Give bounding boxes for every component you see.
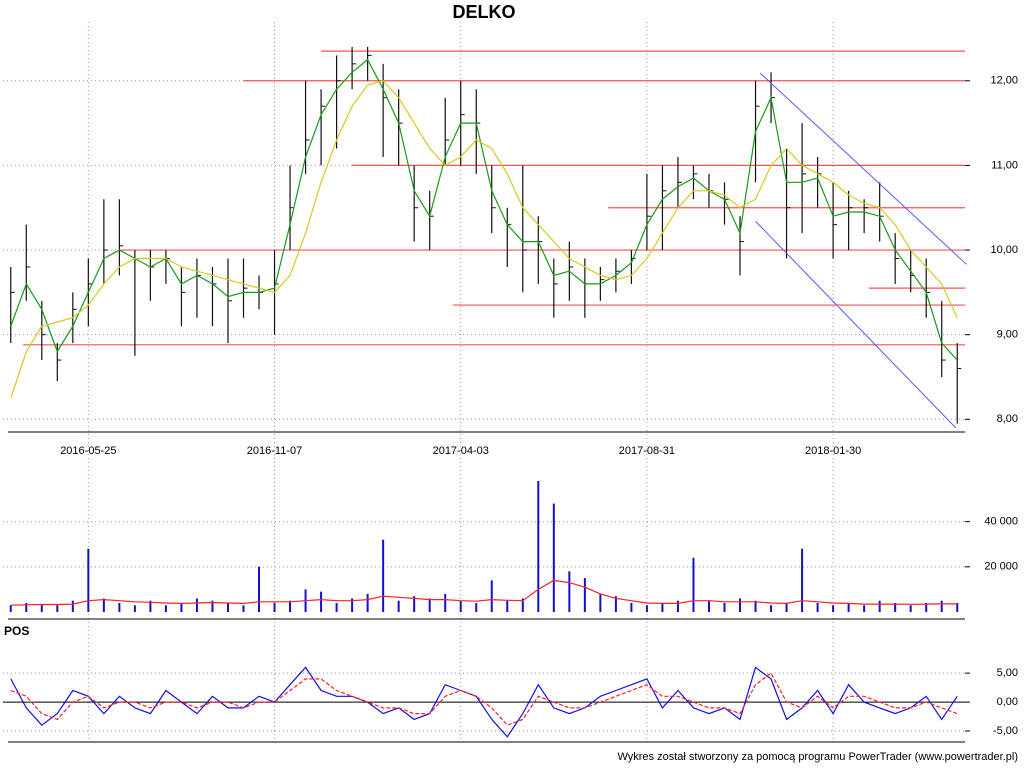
volume-bar <box>475 602 478 612</box>
indicator-line <box>10 666 958 738</box>
y-tick-label: -5,00 <box>993 725 1018 737</box>
chart-title: DELKO <box>453 2 516 22</box>
volume-bar <box>211 600 214 612</box>
volume-bar <box>816 602 819 612</box>
y-tick-label: 0,00 <box>997 696 1018 708</box>
volume-bar <box>754 600 757 612</box>
volume-bar <box>521 598 524 612</box>
volume-bar <box>40 604 43 612</box>
panel-title: POS <box>4 624 29 638</box>
volume-bar <box>335 602 338 612</box>
volume-bar <box>707 600 710 612</box>
volume-bar <box>397 600 400 612</box>
volume-bar <box>676 600 679 612</box>
volume-bar <box>56 605 59 612</box>
y-tick-label: 40 000 <box>984 516 1018 528</box>
volume-bar <box>164 605 167 612</box>
volume-bar <box>630 602 633 612</box>
volume-bar <box>180 602 183 612</box>
volume-bar <box>599 593 602 612</box>
volume-bar <box>785 602 788 612</box>
volume-bar <box>351 598 354 612</box>
indicator-line <box>10 80 958 399</box>
volume-bar <box>242 605 245 612</box>
volume-bar <box>925 602 928 612</box>
y-tick-label: 11,00 <box>991 159 1018 171</box>
trend-line <box>759 72 967 265</box>
volume-bar <box>568 571 571 612</box>
volume-bar <box>583 578 586 612</box>
volume-bar <box>258 566 261 612</box>
volume-bar <box>87 548 90 612</box>
volume-bar <box>956 602 959 612</box>
y-tick-label: 9,00 <box>997 329 1018 341</box>
volume-bar <box>661 602 664 612</box>
volume-bar <box>195 598 198 612</box>
volume-bar <box>133 605 136 612</box>
volume-bar <box>102 598 105 612</box>
volume-bar <box>149 600 152 612</box>
y-tick-label: 12,00 <box>990 75 1018 87</box>
footer: Wykres został stworzony za pomocą progra… <box>617 751 1018 763</box>
volume-bar <box>537 481 540 612</box>
volume-bar <box>366 593 369 612</box>
volume-bar <box>118 602 121 612</box>
volume-bar <box>940 600 943 612</box>
volume-bar <box>723 602 726 612</box>
volume-bar <box>909 605 912 612</box>
volume-bar <box>863 605 866 612</box>
volume-bar <box>847 602 850 612</box>
volume-bar <box>739 598 742 612</box>
volume-bar <box>9 605 12 612</box>
volume-bar <box>506 600 509 612</box>
volume-bar <box>801 548 804 612</box>
volume-bar <box>645 605 648 612</box>
volume-bar <box>459 600 462 612</box>
y-tick-label: 8,00 <box>997 413 1018 425</box>
volume-bar <box>552 503 555 612</box>
x-tick-label: 2016-11-07 <box>247 445 302 457</box>
indicator-line <box>10 672 958 726</box>
x-tick-label: 2016-05-25 <box>60 445 116 457</box>
volume-bar <box>770 605 773 612</box>
volume-bar <box>444 593 447 612</box>
volume-bar <box>428 598 431 612</box>
trend-line <box>755 220 957 429</box>
volume-bar <box>878 600 881 612</box>
volume-bar <box>832 605 835 612</box>
x-tick-label: 2017-08-31 <box>619 445 675 457</box>
volume-bar <box>71 600 74 612</box>
volume-bar <box>320 591 323 612</box>
y-tick-label: 10,00 <box>990 244 1018 256</box>
indicator-line <box>10 58 958 361</box>
indicator-line <box>10 579 958 606</box>
x-tick-label: 2017-04-03 <box>433 445 489 457</box>
volume-bar <box>289 600 292 612</box>
volume-bar <box>25 602 28 612</box>
volume-bar <box>490 580 493 612</box>
volume-bar <box>894 602 897 612</box>
volume-bar <box>692 557 695 612</box>
volume-bar <box>382 539 385 612</box>
y-tick-label: 5,00 <box>997 667 1018 679</box>
volume-bar <box>413 596 416 612</box>
volume-bar <box>614 596 617 612</box>
x-tick-label: 2018-01-30 <box>805 445 861 457</box>
volume-bar <box>273 602 276 612</box>
volume-bar <box>226 602 229 612</box>
y-tick-label: 20 000 <box>984 561 1018 573</box>
